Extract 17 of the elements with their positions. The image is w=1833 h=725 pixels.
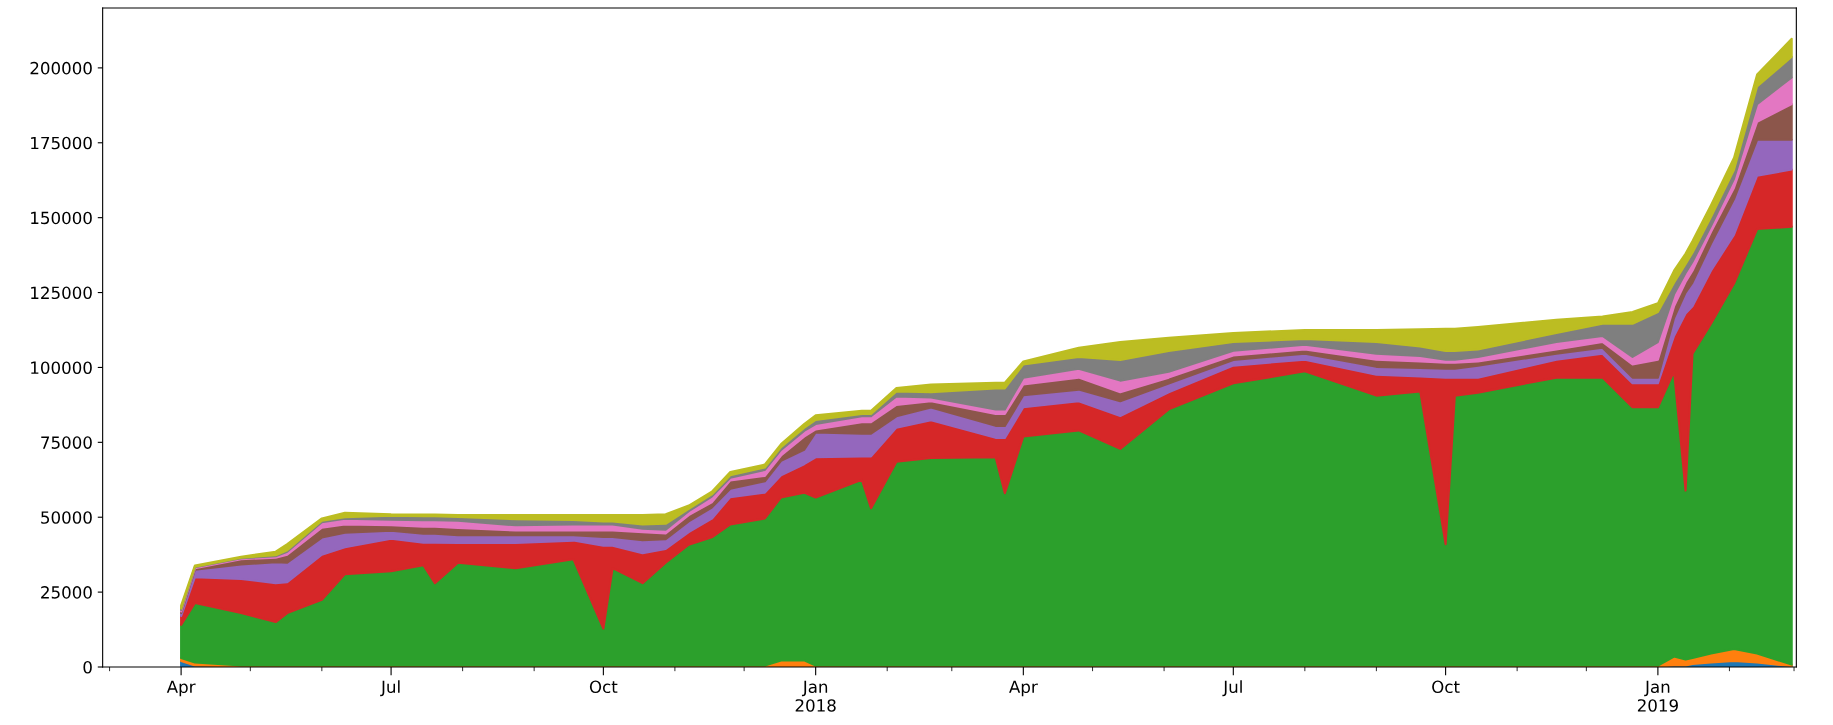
y-tick-label: 75000 <box>41 436 92 449</box>
y-tick-label: 125000 <box>31 286 92 300</box>
x-tick-label: Apr <box>1009 680 1038 697</box>
y-tick-label: 200000 <box>30 61 92 75</box>
x-tick-label: Jan 2019 <box>1637 680 1678 712</box>
y-tick-label: 50000 <box>41 511 92 524</box>
y-tick-label: 25000 <box>41 586 92 599</box>
x-tick-label: Jul <box>380 680 400 697</box>
x-tick-label: Apr <box>166 680 196 697</box>
x-tick-label: Oct <box>589 680 618 694</box>
y-tick-label: 0 <box>83 660 92 674</box>
x-tick-label: Jan 2018 <box>795 680 836 712</box>
x-tick-label: Jul <box>1222 680 1242 697</box>
x-tick-label: Oct <box>1432 680 1460 694</box>
y-tick-label: 150000 <box>31 211 92 225</box>
y-tick-label: 100000 <box>31 361 92 375</box>
y-tick-label: 175000 <box>31 136 92 150</box>
